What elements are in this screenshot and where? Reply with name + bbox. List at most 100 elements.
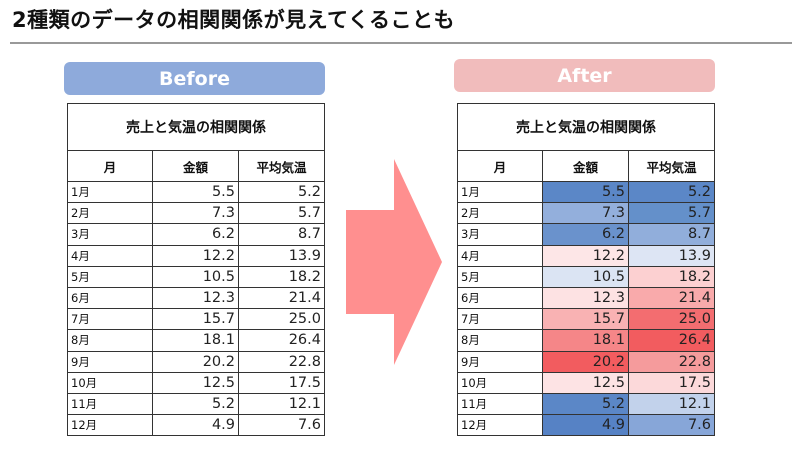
table-row: 4月 12.2 13.9 bbox=[457, 244, 715, 267]
temp-cell: 13.9 bbox=[238, 244, 325, 267]
month-cell: 11月 bbox=[457, 392, 543, 416]
amount-cell: 6.2 bbox=[542, 223, 629, 246]
title-divider bbox=[10, 42, 792, 44]
table-row: 2月 7.3 5.7 bbox=[457, 202, 715, 225]
temp-cell: 7.6 bbox=[628, 414, 715, 437]
amount-cell: 7.3 bbox=[152, 202, 239, 225]
table-row: 11月 5.2 12.1 bbox=[67, 392, 325, 416]
header-month: 月 bbox=[67, 150, 153, 182]
temp-cell: 26.4 bbox=[628, 329, 715, 352]
month-cell: 5月 bbox=[67, 265, 153, 288]
amount-cell: 15.7 bbox=[152, 308, 239, 331]
amount-cell: 12.5 bbox=[542, 371, 629, 394]
amount-cell: 10.5 bbox=[542, 265, 629, 288]
table-row: 8月 18.1 26.4 bbox=[67, 329, 325, 352]
table-row: 6月 12.3 21.4 bbox=[457, 286, 715, 310]
table-row: 12月 4.9 7.6 bbox=[67, 414, 325, 437]
amount-cell: 10.5 bbox=[152, 265, 239, 288]
temp-cell: 22.8 bbox=[628, 350, 715, 373]
table-row: 7月 15.7 25.0 bbox=[457, 308, 715, 331]
amount-cell: 12.2 bbox=[152, 244, 239, 267]
temp-cell: 17.5 bbox=[238, 371, 325, 394]
amount-cell: 12.5 bbox=[152, 371, 239, 394]
amount-cell: 12.3 bbox=[152, 286, 239, 310]
table-row: 1月 5.5 5.2 bbox=[67, 180, 325, 204]
amount-cell: 18.1 bbox=[542, 329, 629, 352]
temp-cell: 18.2 bbox=[628, 265, 715, 288]
slide-title: 2種類のデータの相関関係が見えてくることも bbox=[12, 8, 456, 32]
after-table: 売上と気温の相関関係 月 金額 平均気温 1月 5.5 5.2 2月 7.3 5.7 3月 6… bbox=[457, 103, 715, 437]
month-cell: 8月 bbox=[67, 329, 153, 352]
temp-cell: 25.0 bbox=[628, 308, 715, 331]
amount-cell: 4.9 bbox=[152, 414, 239, 437]
month-cell: 12月 bbox=[67, 414, 153, 437]
after-label: After bbox=[454, 59, 715, 92]
temp-cell: 8.7 bbox=[628, 223, 715, 246]
table-row: 7月 15.7 25.0 bbox=[67, 308, 325, 331]
month-cell: 6月 bbox=[67, 286, 153, 310]
amount-cell: 5.5 bbox=[542, 180, 629, 204]
temp-cell: 21.4 bbox=[628, 286, 715, 310]
amount-cell: 20.2 bbox=[542, 350, 629, 373]
temp-cell: 5.2 bbox=[628, 180, 715, 204]
table-row: 5月 10.5 18.2 bbox=[457, 265, 715, 288]
table-row: 6月 12.3 21.4 bbox=[67, 286, 325, 310]
month-cell: 12月 bbox=[457, 414, 543, 437]
month-cell: 4月 bbox=[457, 244, 543, 267]
temp-cell: 5.7 bbox=[628, 202, 715, 225]
before-table: 売上と気温の相関関係 月 金額 平均気温 1月 5.5 5.2 2月 7.3 5.7 3月 6… bbox=[67, 103, 325, 437]
amount-cell: 6.2 bbox=[152, 223, 239, 246]
month-cell: 10月 bbox=[457, 371, 543, 394]
temp-cell: 12.1 bbox=[238, 392, 325, 416]
month-cell: 1月 bbox=[67, 180, 153, 204]
header-month: 月 bbox=[457, 150, 543, 182]
amount-cell: 12.3 bbox=[542, 286, 629, 310]
table-title: 売上と気温の相関関係 bbox=[457, 103, 715, 151]
table-title: 売上と気温の相関関係 bbox=[67, 103, 325, 151]
amount-cell: 7.3 bbox=[542, 202, 629, 225]
table-row: 11月 5.2 12.1 bbox=[457, 392, 715, 416]
temp-cell: 7.6 bbox=[238, 414, 325, 437]
table-row: 12月 4.9 7.6 bbox=[457, 414, 715, 437]
month-cell: 10月 bbox=[67, 371, 153, 394]
temp-cell: 8.7 bbox=[238, 223, 325, 246]
temp-cell: 18.2 bbox=[238, 265, 325, 288]
table-row: 5月 10.5 18.2 bbox=[67, 265, 325, 288]
right-arrow-icon bbox=[346, 159, 442, 365]
table-row: 10月 12.5 17.5 bbox=[67, 371, 325, 394]
amount-cell: 5.2 bbox=[542, 392, 629, 416]
temp-cell: 12.1 bbox=[628, 392, 715, 416]
amount-cell: 20.2 bbox=[152, 350, 239, 373]
month-cell: 4月 bbox=[67, 244, 153, 267]
table-row: 9月 20.2 22.8 bbox=[457, 350, 715, 373]
month-cell: 3月 bbox=[67, 223, 153, 246]
header-temp: 平均気温 bbox=[238, 150, 325, 182]
temp-cell: 21.4 bbox=[238, 286, 325, 310]
before-label: Before bbox=[64, 62, 325, 95]
month-cell: 9月 bbox=[457, 350, 543, 373]
month-cell: 6月 bbox=[457, 286, 543, 310]
amount-cell: 15.7 bbox=[542, 308, 629, 331]
table-row: 3月 6.2 8.7 bbox=[67, 223, 325, 246]
temp-cell: 25.0 bbox=[238, 308, 325, 331]
month-cell: 3月 bbox=[457, 223, 543, 246]
month-cell: 2月 bbox=[457, 202, 543, 225]
month-cell: 5月 bbox=[457, 265, 543, 288]
month-cell: 11月 bbox=[67, 392, 153, 416]
temp-cell: 5.7 bbox=[238, 202, 325, 225]
month-cell: 9月 bbox=[67, 350, 153, 373]
month-cell: 8月 bbox=[457, 329, 543, 352]
amount-cell: 18.1 bbox=[152, 329, 239, 352]
table-row: 2月 7.3 5.7 bbox=[67, 202, 325, 225]
amount-cell: 12.2 bbox=[542, 244, 629, 267]
header-temp: 平均気温 bbox=[628, 150, 715, 182]
table-row: 4月 12.2 13.9 bbox=[67, 244, 325, 267]
temp-cell: 13.9 bbox=[628, 244, 715, 267]
table-row: 1月 5.5 5.2 bbox=[457, 180, 715, 204]
month-cell: 1月 bbox=[457, 180, 543, 204]
table-row: 10月 12.5 17.5 bbox=[457, 371, 715, 394]
header-amount: 金額 bbox=[542, 150, 629, 182]
amount-cell: 5.5 bbox=[152, 180, 239, 204]
amount-cell: 4.9 bbox=[542, 414, 629, 437]
table-row: 3月 6.2 8.7 bbox=[457, 223, 715, 246]
